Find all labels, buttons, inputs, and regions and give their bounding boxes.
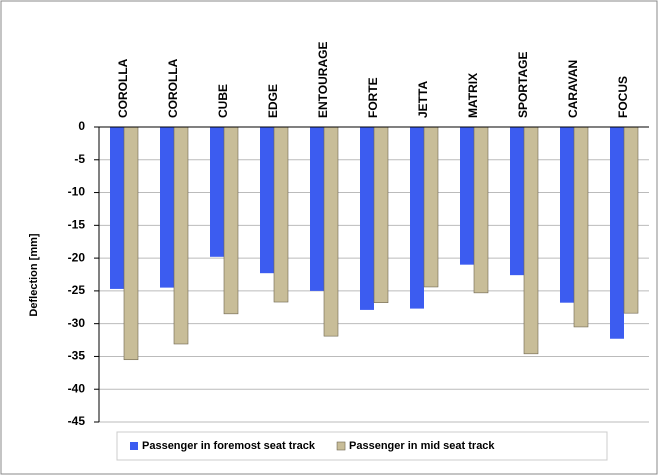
bar [160,127,174,288]
y-tick-label: -25 [68,283,86,297]
bar [560,127,574,303]
bar [210,127,224,257]
bar [610,127,624,339]
bar [473,126,489,294]
x-tick-label: COROLLA [166,58,180,118]
bar [260,127,274,274]
bar [423,126,439,288]
y-tick-label: -30 [68,316,86,330]
x-tick-label: FOCUS [616,76,630,118]
bar [173,126,189,345]
bar [273,126,289,303]
legend-swatch [130,442,138,450]
bar [573,126,589,328]
x-tick-label: CARAVAN [566,60,580,118]
x-tick-label: SPORTAGE [516,52,530,118]
legend-label: Passenger in foremost seat track [142,440,316,452]
legend-box [116,431,608,461]
y-tick-label: -35 [68,349,86,363]
x-tick-label: JETTA [416,81,430,118]
y-tick-label: -15 [68,218,86,232]
x-tick-label: CUBE [216,84,230,118]
x-tick-label: MATRIX [466,73,480,118]
bar [123,126,139,361]
x-tick-label: ENTOURAGE [316,42,330,118]
y-tick-label: -40 [68,381,86,395]
bar [110,127,124,289]
y-tick-label: 0 [78,119,85,133]
legend-swatch [336,441,346,451]
y-tick-label: -10 [68,185,86,199]
y-tick-label: -5 [74,152,85,166]
y-axis-label: Deflection [mm] [28,233,40,316]
bar [460,127,474,265]
bar [323,126,339,337]
bar [310,127,324,291]
x-tick-label: EDGE [266,84,280,118]
y-tick-label: -45 [68,414,86,428]
bar [360,127,374,310]
bar [623,126,639,314]
legend-label: Passenger in mid seat track [349,440,495,452]
bar [510,127,524,276]
x-tick-label: COROLLA [116,58,130,118]
bar [223,126,239,315]
y-tick-label: -20 [68,250,86,264]
x-tick-label: FORTE [366,77,380,118]
bar [523,126,539,355]
bar [373,126,389,303]
bar [410,127,424,309]
